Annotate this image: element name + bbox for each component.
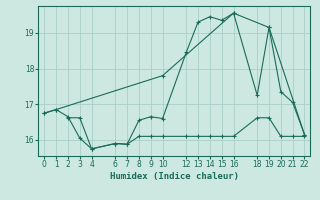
X-axis label: Humidex (Indice chaleur): Humidex (Indice chaleur) [110,172,239,181]
